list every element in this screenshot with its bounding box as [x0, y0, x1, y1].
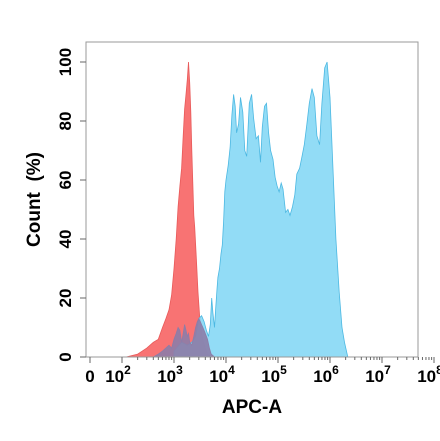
- x-tick-label: 0: [85, 367, 94, 386]
- y-tick-label: 80: [56, 112, 75, 131]
- plot-frame: [85, 41, 419, 358]
- y-tick-label: 20: [56, 289, 75, 308]
- x-axis-label: APC-A: [222, 397, 282, 418]
- y-tick-label: 100: [56, 48, 75, 76]
- y-axis-label: Count (%): [24, 152, 45, 247]
- y-axis-ticks: 0 20 40 60 80 100: [56, 48, 86, 362]
- x-tick-label: 102: [105, 363, 131, 386]
- y-tick-label: 0: [56, 352, 75, 361]
- x-axis-ticks: 0 102 103 104 105 106 107 108: [85, 357, 440, 386]
- x-tick-label: 103: [157, 363, 183, 386]
- x-tick-label: 107: [365, 363, 391, 386]
- series-layer: [90, 61, 349, 358]
- x-tick-label: 104: [209, 363, 235, 386]
- histogram-series-1: [173, 61, 349, 358]
- y-tick-label: 40: [56, 230, 75, 249]
- x-tick-label: 106: [313, 363, 339, 386]
- x-tick-label: 105: [261, 363, 287, 386]
- x-tick-label: 108: [417, 363, 440, 386]
- y-tick-label: 60: [56, 171, 75, 190]
- histogram-series-2: [151, 317, 216, 358]
